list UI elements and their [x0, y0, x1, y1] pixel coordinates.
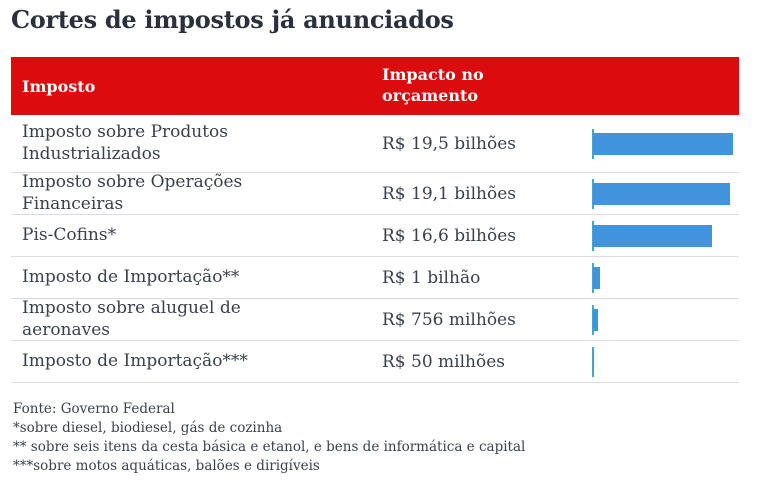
tax-value-cell: R$ 50 milhões [382, 351, 506, 372]
chart-footer: Fonte: Governo Federal *sobre diesel, bi… [13, 400, 525, 476]
bar-cell [592, 115, 739, 172]
tax-value-cell: R$ 19,5 bilhões [382, 133, 516, 154]
tax-value-cell: R$ 756 milhões [382, 309, 516, 330]
table-row: Imposto de Importação*** R$ 50 milhões [11, 341, 739, 383]
table-row: Imposto sobre Produtos Industrializados … [11, 115, 739, 173]
tax-impact-table: Imposto Impacto no orçamento Imposto sob… [11, 57, 739, 383]
table-row: Imposto sobre aluguel de aeronaves R$ 75… [11, 298, 739, 341]
tax-name-cell: Imposto de Importação*** [22, 350, 248, 371]
value-bar [593, 308, 599, 331]
tax-value-cell: R$ 19,1 bilhões [382, 183, 516, 204]
tax-name-cell: Imposto sobre Produtos Industrializados [22, 122, 229, 164]
table-row: Imposto de Importação** R$ 1 bilhão [11, 257, 739, 299]
footnote-3: ***sobre motos aquáticas, balões e dirig… [13, 458, 320, 474]
source-note: Fonte: Governo Federal [13, 401, 175, 417]
column-header-impacto: Impacto no orçamento [382, 65, 484, 105]
tax-name-cell: Imposto de Importação** [22, 266, 240, 287]
bar-cell [592, 341, 739, 382]
value-bar [593, 132, 733, 155]
table-header-row: Imposto Impacto no orçamento [11, 57, 739, 115]
value-bar [593, 224, 713, 247]
table-body: Imposto sobre Produtos Industrializados … [11, 115, 739, 383]
column-header-imposto: Imposto [22, 76, 96, 96]
value-bar [593, 182, 731, 205]
tax-value-cell: R$ 16,6 bilhões [382, 225, 516, 246]
bar-cell [592, 257, 739, 298]
tax-name-cell: Imposto sobre aluguel de aeronaves [22, 298, 241, 340]
bar-cell [592, 173, 739, 214]
table-row: Imposto sobre Operações Financeiras R$ 1… [11, 172, 739, 215]
value-bar [593, 350, 594, 373]
footnote-2: ** sobre seis itens da cesta básica e et… [13, 439, 526, 455]
tax-name-cell: Pis-Cofins* [22, 224, 117, 245]
bar-cell [592, 299, 739, 340]
tax-value-cell: R$ 1 bilhão [382, 267, 481, 288]
page-title: Cortes de impostos já anunciados [11, 5, 454, 34]
bar-cell [592, 215, 739, 256]
tax-name-cell: Imposto sobre Operações Financeiras [22, 172, 243, 214]
table-row: Pis-Cofins* R$ 16,6 bilhões [11, 215, 739, 257]
value-bar [593, 266, 601, 289]
footnote-1: *sobre diesel, biodiesel, gás de cozinha [13, 420, 283, 436]
